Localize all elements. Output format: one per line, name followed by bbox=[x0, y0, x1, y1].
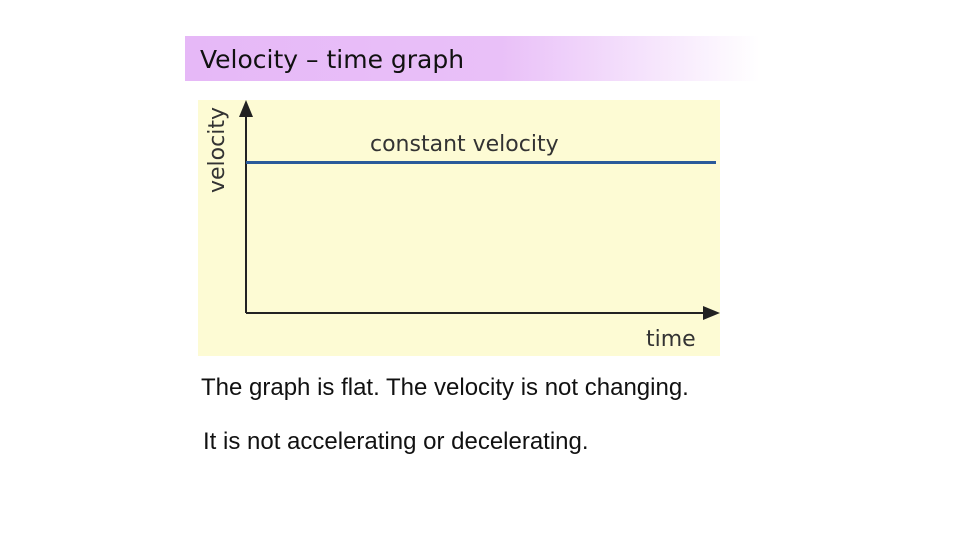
velocity-time-chart: constant velocity velocity time bbox=[198, 88, 728, 356]
chart-canvas: constant velocity velocity time bbox=[198, 100, 720, 356]
constant-velocity-annotation: constant velocity bbox=[370, 132, 559, 157]
caption-line-2: It is not accelerating or decelerating. bbox=[203, 428, 589, 455]
slide-title: Velocity – time graph bbox=[200, 45, 465, 74]
y-axis-arrowhead bbox=[239, 100, 253, 117]
caption-line-1: The graph is flat. The velocity is not c… bbox=[201, 374, 689, 401]
x-axis-arrowhead bbox=[703, 306, 720, 320]
slide-title-bar: Velocity – time graph bbox=[185, 36, 760, 81]
x-axis-label: time bbox=[646, 327, 696, 352]
y-axis-label: velocity bbox=[205, 107, 230, 193]
